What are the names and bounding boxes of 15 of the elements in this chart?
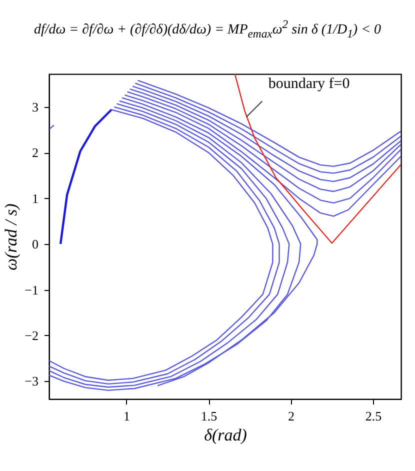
y-tick-label: 0 xyxy=(32,236,38,252)
y-tick-label: 3 xyxy=(32,99,38,114)
annotation: boundary f=0 xyxy=(268,76,350,92)
y-tick-label: −1 xyxy=(24,282,38,298)
y-tick-label: −3 xyxy=(24,374,38,389)
y-axis-title: ω(rad / s) xyxy=(2,203,21,270)
y-tick-label: 2 xyxy=(32,145,38,160)
x-tick-label: 1.5 xyxy=(200,408,218,424)
x-tick-label: 2.5 xyxy=(365,408,382,424)
x-axis-title: δ(rad) xyxy=(204,426,248,444)
chart-title: df/dω = ∂f/∂ω + (∂f/∂δ)(dδ/dω) = MP$_{emax}$ω$^{2}$ sin δ (1/D$_{1}$) < 0 xyxy=(32,17,382,42)
x-tick-label: 2 xyxy=(288,408,295,424)
x-tick-label: 1 xyxy=(124,408,130,424)
y-tick-label: 1 xyxy=(32,190,38,206)
y-tick-label: −2 xyxy=(24,328,38,343)
